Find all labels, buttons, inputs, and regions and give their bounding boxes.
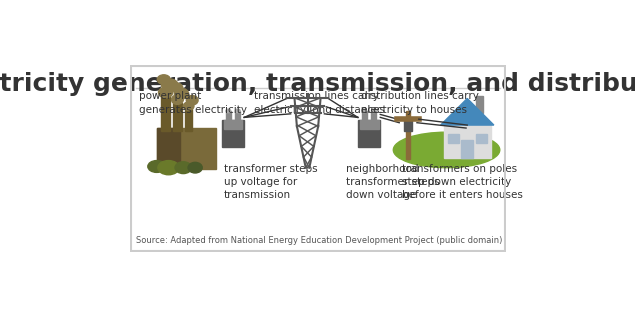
Ellipse shape: [157, 75, 170, 84]
Bar: [157, 128, 216, 170]
Polygon shape: [441, 99, 494, 125]
Bar: [362, 111, 366, 121]
Bar: [359, 120, 378, 129]
Ellipse shape: [148, 161, 166, 172]
Text: Source: Adapted from National Energy Education Development Project (public domai: Source: Adapted from National Energy Edu…: [136, 236, 502, 245]
Text: distribution lines carry
electricity to houses: distribution lines carry electricity to …: [361, 91, 479, 114]
Ellipse shape: [171, 83, 183, 93]
Ellipse shape: [171, 95, 184, 104]
Ellipse shape: [371, 109, 376, 113]
Ellipse shape: [188, 162, 202, 173]
Ellipse shape: [362, 109, 366, 113]
Bar: [161, 95, 170, 131]
Bar: [157, 128, 180, 170]
Bar: [224, 120, 243, 129]
Text: transformers on poles
step down electricity
before it enters houses: transformers on poles step down electric…: [402, 164, 523, 200]
Bar: [404, 119, 412, 131]
Bar: [462, 140, 473, 158]
Bar: [358, 120, 380, 147]
Bar: [406, 112, 410, 159]
Text: transmission lines carry
electricity long distances: transmission lines carry electricity lon…: [254, 91, 385, 114]
Ellipse shape: [161, 79, 178, 91]
Text: neighborhood
transformer steps
down voltage: neighborhood transformer steps down volt…: [346, 164, 439, 200]
Ellipse shape: [175, 88, 189, 99]
Bar: [236, 111, 240, 121]
Text: Electricity generation, transmission, and distribution: Electricity generation, transmission, an…: [0, 72, 635, 96]
Bar: [444, 125, 491, 158]
Bar: [226, 111, 231, 121]
Ellipse shape: [236, 109, 240, 113]
Bar: [476, 95, 483, 113]
Ellipse shape: [175, 162, 192, 174]
Bar: [476, 134, 487, 143]
Ellipse shape: [184, 102, 194, 110]
Ellipse shape: [158, 161, 179, 175]
Bar: [448, 134, 459, 143]
Ellipse shape: [393, 132, 500, 168]
Ellipse shape: [186, 95, 198, 105]
Text: power plant
generates electricity: power plant generates electricity: [139, 91, 247, 114]
Bar: [185, 108, 192, 131]
Bar: [173, 103, 182, 131]
Bar: [222, 120, 244, 147]
Ellipse shape: [226, 109, 231, 113]
Text: transformer steps
up voltage for
transmission: transformer steps up voltage for transmi…: [224, 164, 317, 200]
Bar: [371, 111, 376, 121]
Ellipse shape: [159, 87, 173, 98]
